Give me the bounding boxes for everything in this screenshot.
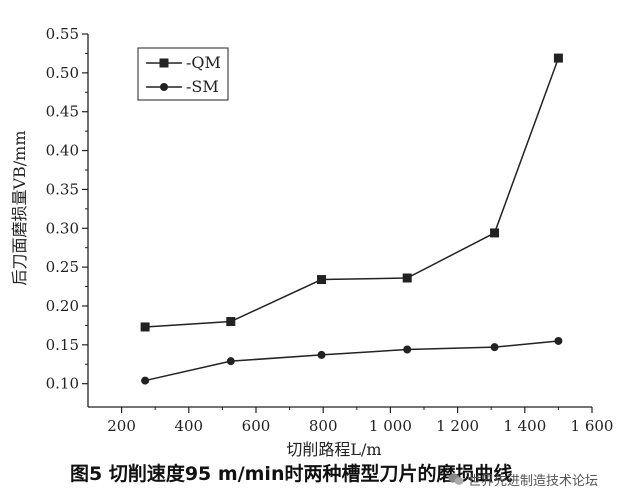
series-layer [140,53,563,385]
data-point-qm [490,228,500,238]
data-point-qm [402,273,412,283]
y-axis-title: 后刀面磨损量VB/mm [10,130,29,285]
x-tick-label: 800 [309,417,338,435]
watermark-text: 世界先进制造技术论坛 [468,474,599,489]
x-tick-label: 200 [107,417,136,435]
legend: -QM -SM [137,47,229,101]
figure-caption: 图5 切削速度95 m/min时两种槽型刀片的磨损曲线 [70,463,513,485]
data-point-sm [554,336,563,345]
legend-label-sm: -SM [186,77,219,96]
y-tick-label: 0.55 [46,25,79,43]
y-tick-label: 0.35 [46,180,79,198]
y-tick-label: 0.15 [46,336,79,354]
data-point-sm [403,345,412,354]
data-point-qm [140,322,150,332]
x-tick-label: 1 600 [571,417,614,435]
data-point-sm [141,376,150,385]
data-point-qm [553,53,563,63]
legend-marker-qm [159,58,169,68]
series-line-sm [144,340,559,382]
data-point-sm [317,350,326,359]
wechat-icon [448,473,464,485]
x-axis-title: 切削路程L/m [286,440,381,459]
data-point-qm [317,275,327,285]
x-tick-label: 1 400 [503,417,546,435]
x-tick-label: 1 000 [369,417,412,435]
series-line-qm [145,57,560,328]
y-tick-label: 0.40 [46,142,79,160]
y-tick-label: 0.50 [46,64,79,82]
y-tick-label: 0.10 [46,375,79,393]
legend-box [137,47,229,101]
legend-marker-sm [160,83,168,91]
y-tick-label: 0.45 [46,103,79,121]
wear-chart: 200 400 600 800 1 000 1 200 1 400 1 600 0.100.1… [10,25,613,459]
x-tick-label: 1 200 [436,417,479,435]
y-axis-ticks: 0.10 0.15 0.20 0.25 0.30 0.35 0.40 0.45 0.50 0.55 [46,25,88,393]
x-tick-label: 600 [242,417,271,435]
data-point-qm [226,317,236,327]
data-point-sm [226,357,235,366]
y-tick-label: 0.30 [46,219,79,237]
data-point-sm [490,343,499,352]
x-axis-ticks: 200 400 600 800 1 000 1 200 1 400 1 600 [107,407,613,435]
y-tick-label: 0.20 [46,297,79,315]
watermark: 世界先进制造技术论坛 [448,470,598,489]
legend-label-qm: -QM [186,53,221,72]
x-tick-label: 400 [174,417,203,435]
y-tick-label: 0.25 [46,258,79,276]
